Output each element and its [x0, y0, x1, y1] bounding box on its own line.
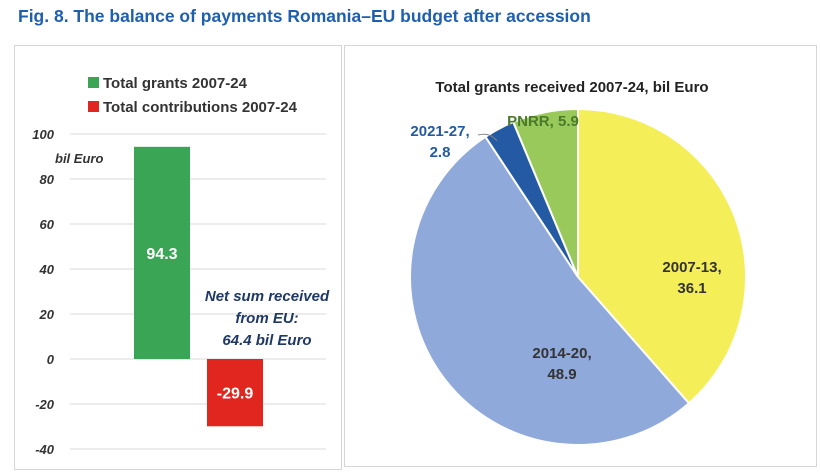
bar: [207, 359, 263, 427]
bar-data-label: -29.9: [217, 386, 254, 403]
net-sum-annotation: 64.4 bil Euro: [222, 332, 311, 349]
pie-slice: [409, 135, 691, 446]
y-tick-label: -40: [35, 442, 55, 457]
pie-slice-label: 2014-20,: [532, 345, 591, 362]
legend-label: Total contributions 2007-24: [103, 99, 298, 116]
legend-label: Total grants 2007-24: [103, 75, 248, 92]
y-tick-label: 0: [47, 352, 55, 367]
legend-swatch: [88, 101, 99, 112]
pie-slice-value: 36.1: [677, 280, 706, 297]
pie-slice: [511, 107, 579, 278]
y-tick-label: 40: [39, 262, 55, 277]
net-sum-annotation: Net sum received: [205, 288, 330, 305]
y-tick-label: 100: [32, 127, 54, 142]
pie-slice: [577, 107, 747, 405]
bar: [134, 146, 190, 359]
net-sum-annotation: from EU:: [235, 310, 298, 327]
pie-title: Total grants received 2007-24, bil Euro: [435, 79, 708, 96]
y-tick-label: 20: [39, 307, 55, 322]
bar-data-label: 94.3: [146, 246, 177, 263]
pie-slice-label: 2021-27,: [410, 123, 469, 140]
y-tick-label: 60: [40, 217, 55, 232]
pie-slice-label: 2007-13,: [662, 259, 721, 276]
legend-swatch: [88, 77, 99, 88]
y-tick-label: -20: [35, 397, 55, 412]
y-tick-label: 80: [40, 172, 55, 187]
pie-slice-label: PNRR, 5.9: [507, 113, 579, 130]
pie-slice-value: 48.9: [547, 366, 576, 383]
figure-title: Fig. 8. The balance of payments Romania–…: [18, 6, 591, 26]
y-axis-label: bil Euro: [55, 151, 103, 166]
pie-slice-value: 2.8: [430, 144, 451, 161]
leader-line: [477, 133, 498, 142]
